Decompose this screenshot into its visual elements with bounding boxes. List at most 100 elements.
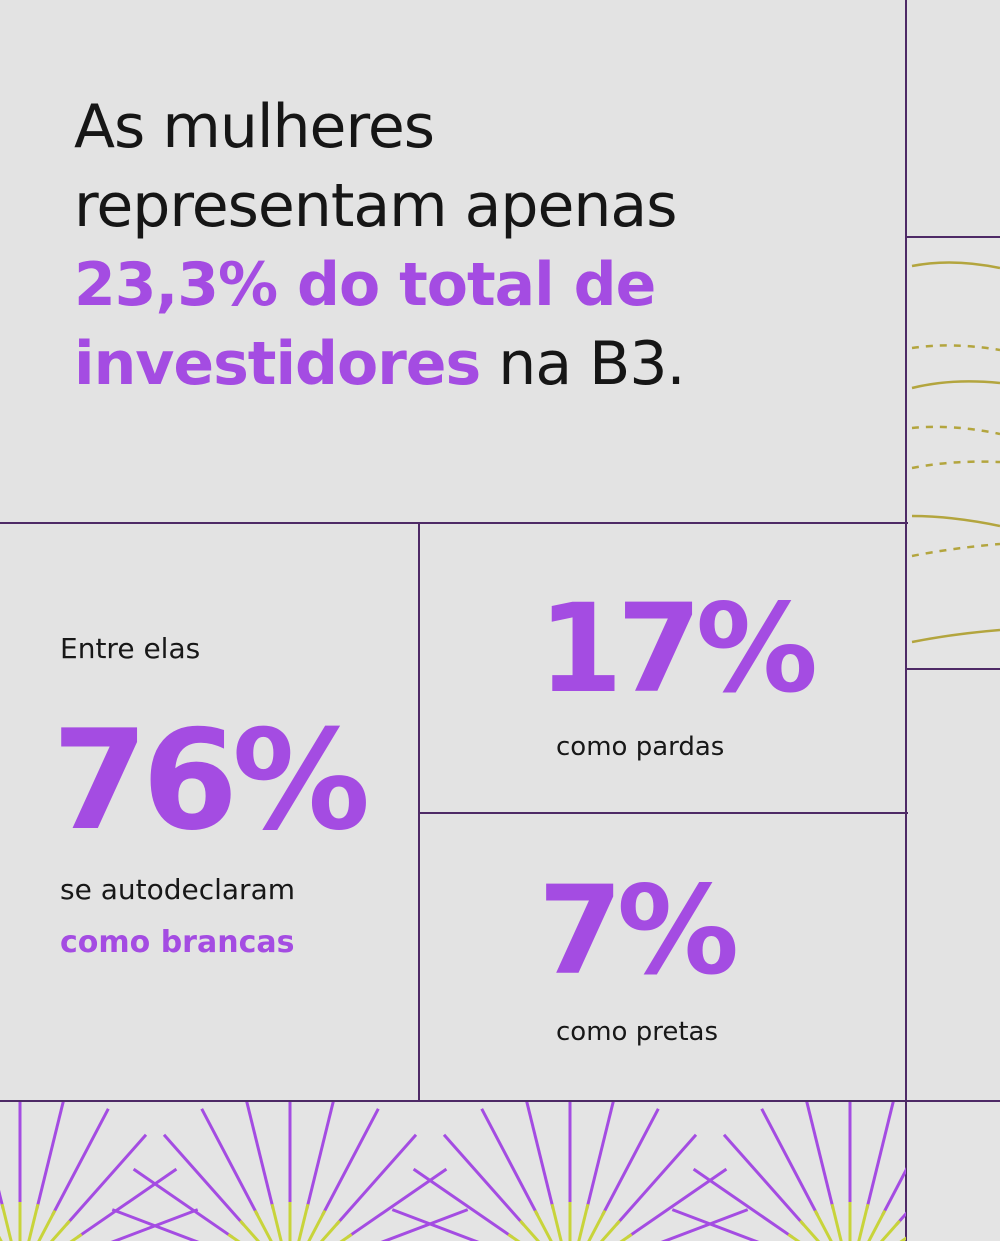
ray-purple bbox=[692, 1167, 794, 1239]
ray-purple bbox=[110, 1208, 199, 1241]
divider-side-top bbox=[906, 236, 1000, 238]
divider-vertical-main bbox=[905, 0, 907, 1241]
ray-purple bbox=[881, 1167, 906, 1216]
ray-yellow bbox=[239, 1219, 261, 1241]
ray-purple bbox=[335, 1133, 418, 1226]
arc-solid-2 bbox=[911, 380, 1000, 390]
ray-yellow bbox=[319, 1219, 341, 1241]
ray-purple bbox=[722, 1133, 805, 1226]
ray-purple bbox=[162, 1133, 245, 1226]
ray-purple bbox=[51, 1108, 110, 1216]
headline-tail: na B3. bbox=[480, 329, 685, 399]
arc-solid-1 bbox=[911, 261, 1000, 270]
divider-side-bottom bbox=[906, 668, 1000, 670]
ray-yellow bbox=[339, 1233, 353, 1241]
brancas-panel bbox=[0, 525, 418, 1101]
ray-purple bbox=[442, 1133, 525, 1226]
arc-dashed-2 bbox=[911, 425, 1000, 436]
ray-yellow bbox=[49, 1219, 71, 1241]
ray-yellow bbox=[0, 1203, 13, 1241]
ray-yellow bbox=[867, 1209, 887, 1241]
ray-yellow bbox=[27, 1203, 40, 1241]
ray-purple bbox=[865, 1102, 895, 1210]
ray-yellow bbox=[227, 1233, 241, 1241]
ray-yellow bbox=[69, 1233, 83, 1241]
ray-purple bbox=[626, 1167, 728, 1239]
pardas-panel bbox=[421, 525, 905, 812]
arc-solid-4 bbox=[911, 628, 1000, 644]
pretas-panel bbox=[421, 815, 905, 1101]
ray-yellow bbox=[307, 1209, 327, 1241]
ray-yellow bbox=[533, 1209, 553, 1241]
ray-burst bbox=[0, 1102, 199, 1241]
ray-yellow bbox=[619, 1233, 633, 1241]
ray-purple bbox=[111, 1208, 200, 1241]
ray-yellow bbox=[253, 1209, 273, 1241]
brancas-label-line-1: se autodeclaram bbox=[60, 873, 296, 906]
pretas-value: 7% bbox=[538, 860, 739, 1002]
ray-yellow bbox=[37, 1209, 57, 1241]
ray-yellow bbox=[550, 1203, 563, 1241]
ray-purple bbox=[615, 1133, 698, 1226]
divider-vertical-stats bbox=[418, 522, 420, 1102]
brancas-value: 76% bbox=[52, 700, 370, 861]
ray-purple bbox=[321, 1108, 380, 1216]
divider-bottom bbox=[0, 1100, 1000, 1102]
ray-purple bbox=[480, 1108, 539, 1216]
ray-purple bbox=[601, 1108, 660, 1216]
arc-dashed-1 bbox=[911, 344, 1000, 352]
ray-burst bbox=[391, 1102, 749, 1241]
ray-yellow bbox=[577, 1203, 590, 1241]
headline-highlight-investors: investidores bbox=[74, 329, 481, 399]
ray-yellow bbox=[587, 1209, 607, 1241]
ray-yellow bbox=[270, 1203, 283, 1241]
ray-yellow bbox=[830, 1203, 843, 1241]
ray-purple bbox=[660, 1208, 749, 1241]
decorative-rays bbox=[0, 1102, 906, 1241]
ray-purple bbox=[346, 1167, 448, 1239]
ray-yellow bbox=[799, 1219, 821, 1241]
ray-purple bbox=[585, 1102, 615, 1210]
ray-purple bbox=[412, 1167, 514, 1239]
ray-yellow bbox=[879, 1219, 901, 1241]
ray-purple bbox=[35, 1102, 65, 1210]
arc-dashed-4 bbox=[911, 542, 1000, 558]
headline-highlight-percent: 23,3% do total de bbox=[74, 250, 656, 320]
ray-purple bbox=[76, 1167, 178, 1239]
ray-yellow bbox=[599, 1219, 621, 1241]
headline-line-1: As mulheres bbox=[74, 92, 435, 162]
headline: As mulheres representam apenas 23,3% do … bbox=[74, 88, 854, 404]
ray-purple bbox=[671, 1208, 760, 1241]
brancas-label-line-2: como brancas bbox=[60, 925, 295, 960]
ray-yellow bbox=[857, 1203, 870, 1241]
ray-purple bbox=[391, 1208, 480, 1241]
arc-solid-3 bbox=[911, 514, 1000, 528]
side-panel-bottom bbox=[909, 671, 1000, 1101]
ray-burst bbox=[671, 1102, 906, 1241]
ray-burst bbox=[111, 1102, 469, 1241]
side-panel-top bbox=[909, 0, 1000, 236]
ray-purple bbox=[760, 1108, 819, 1216]
ray-purple bbox=[65, 1133, 148, 1226]
pardas-label: como pardas bbox=[556, 732, 725, 762]
ray-purple bbox=[525, 1102, 555, 1210]
ray-yellow bbox=[813, 1209, 833, 1241]
ray-yellow bbox=[787, 1233, 801, 1241]
ray-purple bbox=[245, 1102, 275, 1210]
headline-panel bbox=[0, 0, 905, 522]
ray-purple bbox=[305, 1102, 335, 1210]
ray-yellow bbox=[519, 1219, 541, 1241]
ray-yellow bbox=[899, 1236, 906, 1241]
ray-purple bbox=[0, 1189, 5, 1210]
ray-purple bbox=[132, 1167, 234, 1239]
intro-label: Entre elas bbox=[60, 632, 201, 665]
pretas-label: como pretas bbox=[556, 1017, 718, 1047]
headline-line-2: representam apenas bbox=[74, 171, 677, 241]
ray-purple bbox=[200, 1108, 259, 1216]
divider-top bbox=[0, 522, 908, 524]
arc-dashed-3 bbox=[911, 460, 1000, 470]
ray-purple bbox=[805, 1102, 835, 1210]
ray-yellow bbox=[507, 1233, 521, 1241]
decorative-arcs bbox=[911, 261, 1000, 644]
